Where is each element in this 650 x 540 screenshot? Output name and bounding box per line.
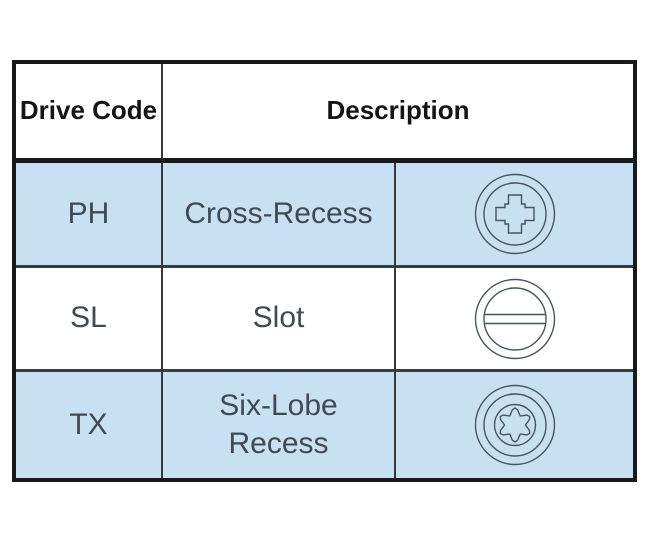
drive-code-table: Drive Code Description PH Cross-Recess S… (12, 60, 637, 482)
description-text: Cross-Recess (184, 196, 373, 230)
drive-code-tx: TX (16, 372, 163, 478)
description-six-lobe: Six-Lobe Recess (163, 372, 396, 478)
icon-cell-tx (396, 372, 633, 478)
header-description: Description (163, 64, 633, 163)
description-cross-recess: Cross-Recess (163, 163, 396, 268)
icon-cell-sl (396, 268, 633, 372)
drive-code-ph: PH (16, 163, 163, 268)
header-drive-code: Drive Code (16, 64, 163, 163)
phillips-cross-recess-icon (472, 171, 558, 257)
six-lobe-recess-icon (472, 382, 558, 468)
slot-recess-icon (472, 276, 558, 362)
description-text: Slot (252, 301, 305, 335)
description-text: Six-Lobe Recess (219, 388, 338, 460)
description-slot: Slot (163, 268, 396, 372)
icon-cell-ph (396, 163, 633, 268)
drive-code-sl: SL (16, 268, 163, 372)
